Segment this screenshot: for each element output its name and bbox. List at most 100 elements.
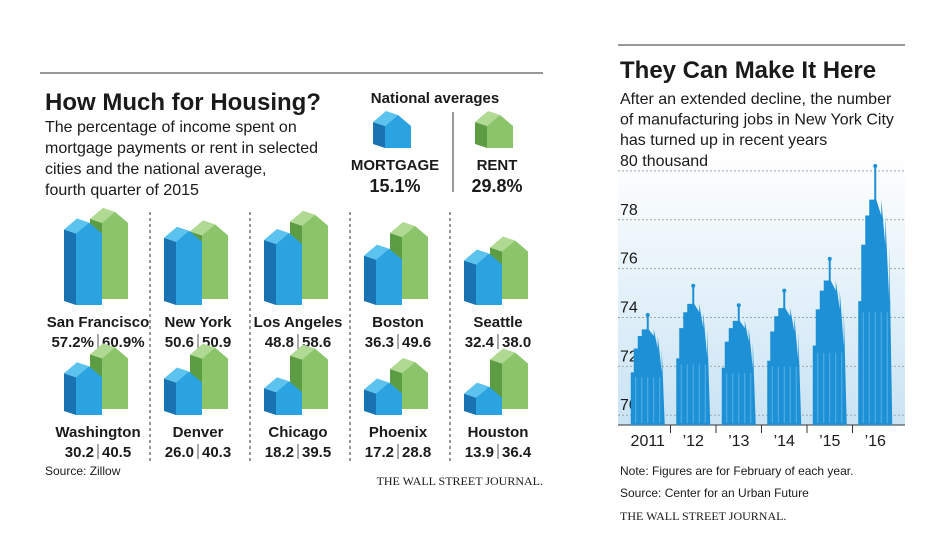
city-name: Boston	[372, 314, 424, 331]
subtitle: cities and the national average,	[45, 161, 266, 178]
house	[76, 222, 102, 305]
legend-title: National averages	[371, 90, 499, 107]
x-tick-label: ’14	[774, 433, 795, 450]
house-roof	[264, 229, 289, 244]
city-name: Washington	[55, 424, 140, 441]
rent-value: 39.5	[302, 444, 331, 461]
spire-tip	[827, 256, 832, 261]
city-name: Houston	[468, 424, 529, 441]
y-tick-label: 72	[620, 348, 638, 365]
house-roof	[264, 377, 289, 393]
x-tick-label: 2011	[631, 433, 666, 450]
house	[476, 253, 502, 305]
house	[376, 248, 402, 305]
mortgage-value: 32.4	[465, 334, 495, 351]
y-tick-label: 74	[620, 299, 638, 316]
house	[202, 224, 228, 299]
subtitle: of manufacturing jobs in New York City	[620, 112, 894, 129]
house-roof	[164, 226, 189, 242]
subtitle: The percentage of income spent on	[45, 119, 297, 136]
house-side	[264, 388, 276, 415]
house	[476, 386, 502, 415]
credit: THE WALL STREET JOURNAL.	[620, 509, 786, 523]
house-roof	[390, 358, 415, 373]
city-name: San Francisco	[47, 314, 150, 331]
house-roof	[373, 111, 398, 126]
house-roof	[364, 244, 389, 260]
chart-title: How Much for Housing?	[45, 89, 321, 116]
legend-value: 15.1%	[369, 176, 420, 196]
house	[276, 381, 302, 415]
house	[302, 214, 328, 299]
mortgage-value: 26.0	[165, 444, 194, 461]
house-roof	[64, 218, 89, 234]
y-tick-label: 80 thousand	[620, 153, 708, 170]
credit: THE WALL STREET JOURNAL.	[377, 474, 543, 488]
mortgage-value: 18.2	[265, 444, 294, 461]
house-roof	[464, 382, 489, 398]
x-tick-label: ’13	[728, 433, 749, 450]
rent-value: 40.3	[202, 444, 231, 461]
house-side	[364, 255, 376, 305]
x-tick-label: ’15	[819, 433, 840, 450]
house-roof	[290, 210, 315, 226]
mortgage-value: 50.6	[165, 334, 194, 351]
subtitle: mortgage payments or rent in selected	[45, 140, 318, 157]
city-name: Chicago	[268, 424, 327, 441]
mortgage-value: 57.2%	[51, 334, 94, 351]
y-tick-label: 78	[620, 202, 638, 219]
mortgage-value: 17.2	[365, 444, 394, 461]
house-side	[364, 389, 376, 415]
legend-label: RENT	[477, 157, 518, 174]
note: Note: Figures are for February of each y…	[620, 464, 853, 478]
city-name: Los Angeles	[254, 314, 343, 331]
house-roof	[290, 344, 315, 360]
spire-tip	[873, 163, 878, 168]
building-bar	[721, 305, 756, 425]
house	[76, 366, 102, 415]
x-tick-label: ’12	[683, 433, 704, 450]
house	[202, 347, 228, 409]
house-roof	[190, 343, 215, 359]
x-tick-label: ’16	[865, 433, 886, 450]
house-roof	[390, 222, 415, 237]
city-name: Phoenix	[369, 424, 428, 441]
rent-value: 40.5	[102, 444, 131, 461]
house	[402, 362, 428, 409]
mortgage-value: 30.2	[65, 444, 94, 461]
house-roof	[64, 362, 89, 378]
chart-title: They Can Make It Here	[620, 57, 876, 84]
house-roof	[475, 111, 500, 126]
subtitle: fourth quarter of 2015	[45, 182, 199, 199]
mortgage-value: 36.3	[365, 334, 394, 351]
house-icon	[385, 115, 411, 148]
house-roof	[490, 348, 515, 364]
house	[276, 233, 302, 305]
house-side	[164, 378, 176, 415]
city-name: Seattle	[473, 314, 522, 331]
building-bar	[767, 290, 802, 425]
rent-value: 28.8	[402, 444, 431, 461]
spire-tip	[645, 313, 650, 318]
building-bar	[676, 285, 711, 425]
subtitle: has turned up in recent years	[620, 132, 827, 149]
house	[502, 240, 528, 299]
house-side	[464, 260, 476, 305]
rent-value: 49.6	[402, 334, 431, 351]
house-roof	[464, 249, 489, 265]
house-side	[475, 122, 487, 148]
plot-background	[618, 155, 905, 425]
house-roof	[190, 220, 215, 236]
city-name: New York	[165, 314, 233, 331]
source: Source: Center for an Urban Future	[620, 486, 809, 500]
mortgage-value: 13.9	[465, 444, 494, 461]
source: Source: Zillow	[45, 464, 121, 478]
house	[502, 352, 528, 409]
spire-tip	[782, 288, 787, 293]
spire-tip	[736, 303, 741, 308]
house	[102, 347, 128, 409]
house-side	[464, 393, 476, 415]
house	[102, 211, 128, 299]
house-side	[264, 240, 276, 305]
